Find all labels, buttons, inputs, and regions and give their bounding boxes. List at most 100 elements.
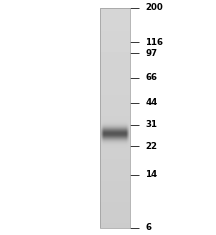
Bar <box>100 105 130 106</box>
Bar <box>100 36 130 37</box>
Bar <box>100 52 130 54</box>
Bar <box>100 110 130 111</box>
Bar <box>100 164 130 165</box>
Text: 66: 66 <box>145 73 157 82</box>
Bar <box>100 30 130 31</box>
Text: 116: 116 <box>145 38 163 47</box>
Bar <box>100 175 130 176</box>
Bar <box>100 12 130 13</box>
Bar <box>100 22 130 23</box>
Bar <box>100 177 130 178</box>
Bar <box>100 129 130 130</box>
Bar <box>100 172 130 173</box>
Bar <box>100 217 130 218</box>
Bar <box>100 23 130 24</box>
Bar <box>100 77 130 78</box>
Bar <box>100 109 130 110</box>
Bar <box>100 204 130 205</box>
Bar <box>100 222 130 223</box>
Bar <box>100 203 130 204</box>
Bar <box>100 37 130 38</box>
Bar <box>100 29 130 30</box>
Bar <box>100 46 130 47</box>
Bar <box>100 133 130 134</box>
Bar <box>100 208 130 209</box>
Bar <box>100 171 130 172</box>
Bar <box>100 55 130 56</box>
Bar <box>100 213 130 214</box>
Bar <box>100 88 130 89</box>
Bar <box>100 116 130 117</box>
Bar <box>100 10 130 11</box>
Bar <box>100 70 130 71</box>
Bar <box>100 55 130 56</box>
Bar <box>100 149 130 150</box>
Bar <box>100 48 130 49</box>
Bar <box>100 16 130 18</box>
Bar <box>100 44 130 45</box>
Bar <box>100 38 130 39</box>
Bar <box>100 189 130 190</box>
Bar <box>100 194 130 195</box>
Bar <box>100 72 130 73</box>
Bar <box>100 24 130 25</box>
Bar <box>100 104 130 105</box>
Bar <box>100 47 130 48</box>
Bar <box>100 83 130 84</box>
Bar <box>100 180 130 181</box>
Bar <box>100 212 130 213</box>
Bar <box>100 61 130 62</box>
Bar <box>100 14 130 15</box>
Bar <box>100 123 130 124</box>
Bar <box>100 41 130 42</box>
Bar <box>100 195 130 196</box>
Bar <box>100 205 130 206</box>
Bar <box>100 36 130 37</box>
Bar <box>100 112 130 113</box>
Bar <box>100 35 130 36</box>
Bar <box>100 98 130 99</box>
Bar <box>100 138 130 139</box>
Bar <box>100 227 130 228</box>
Bar <box>100 212 130 213</box>
Bar <box>100 116 130 117</box>
Bar <box>100 168 130 169</box>
Bar <box>100 226 130 227</box>
Bar <box>100 196 130 197</box>
Bar <box>100 81 130 82</box>
Bar <box>100 8 130 9</box>
Bar <box>100 182 130 183</box>
Bar <box>100 57 130 58</box>
Bar <box>100 118 130 119</box>
Bar <box>100 192 130 194</box>
Bar <box>100 97 130 98</box>
Bar <box>100 154 130 155</box>
Bar <box>100 151 130 152</box>
Bar <box>100 99 130 100</box>
Bar <box>100 50 130 51</box>
Bar <box>100 20 130 21</box>
Bar <box>100 131 130 132</box>
Bar <box>100 207 130 208</box>
Bar <box>100 80 130 81</box>
Bar <box>100 16 130 17</box>
Bar <box>100 160 130 161</box>
Bar <box>100 219 130 220</box>
Bar <box>100 199 130 200</box>
Bar <box>100 92 130 93</box>
Bar <box>100 8 130 9</box>
Bar <box>100 128 130 129</box>
Bar <box>100 120 130 121</box>
Bar <box>100 27 130 28</box>
Bar <box>100 200 130 201</box>
Bar <box>100 51 130 52</box>
Bar <box>100 85 130 86</box>
Bar <box>100 66 130 67</box>
Bar <box>100 207 130 208</box>
Bar <box>100 80 130 81</box>
Bar <box>100 127 130 128</box>
Bar <box>100 74 130 75</box>
Bar <box>100 91 130 92</box>
Bar <box>100 26 130 27</box>
Bar <box>100 102 130 103</box>
